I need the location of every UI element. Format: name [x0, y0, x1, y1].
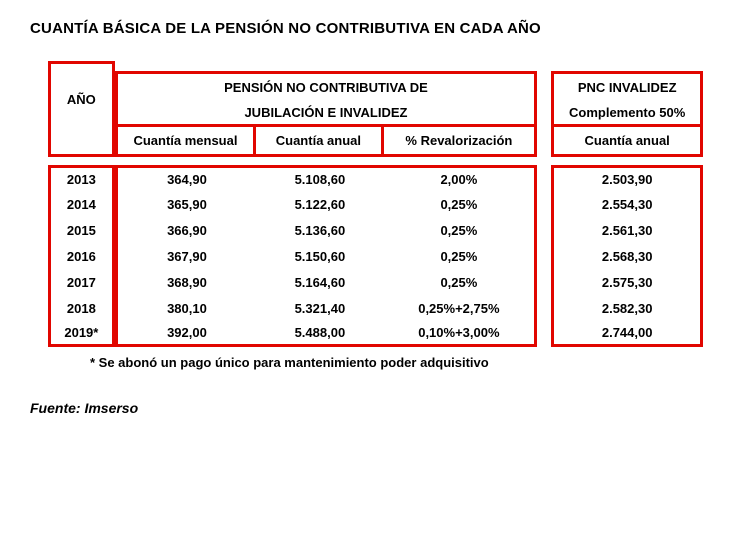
cell-year: 2015 [48, 217, 115, 243]
col-group-main-l1: PENSIÓN NO CONTRIBUTIVA DE [115, 71, 538, 101]
table-row: 2016367,905.150,600,25% 2.568,30 [48, 243, 703, 269]
cell-anual: 5.150,60 [256, 243, 383, 269]
cell-comp: 2.561,30 [551, 217, 703, 243]
cell-year: 2014 [48, 191, 115, 217]
page-title: CUANTÍA BÁSICA DE LA PENSIÓN NO CONTRIBU… [30, 20, 721, 37]
col-header-mensual: Cuantía mensual [115, 127, 257, 157]
cell-year: 2013 [48, 165, 115, 191]
cell-mensual: 366,90 [115, 217, 257, 243]
cell-mensual: 365,90 [115, 191, 257, 217]
cell-comp: 2.503,90 [551, 165, 703, 191]
cell-mensual: 368,90 [115, 269, 257, 295]
table-row: 2018380,105.321,400,25%+2,75% 2.582,30 [48, 295, 703, 321]
table-row: 2015366,905.136,600,25% 2.561,30 [48, 217, 703, 243]
cell-year: 2017 [48, 269, 115, 295]
cell-reval: 0,10%+3,00% [384, 321, 538, 347]
cell-anual: 5.122,60 [256, 191, 383, 217]
footnote: * Se abonó un pago único para mantenimie… [90, 355, 721, 370]
col-group-main-l2: JUBILACIÓN E INVALIDEZ [115, 101, 538, 127]
cell-year: 2019* [48, 321, 115, 347]
cell-anual: 5.488,00 [256, 321, 383, 347]
cell-reval: 0,25% [384, 269, 538, 295]
cell-comp: 2.568,30 [551, 243, 703, 269]
cell-anual: 5.136,60 [256, 217, 383, 243]
cell-anual: 5.108,60 [256, 165, 383, 191]
cell-comp: 2.554,30 [551, 191, 703, 217]
cell-reval: 2,00% [384, 165, 538, 191]
cell-reval: 0,25% [384, 191, 538, 217]
cell-reval: 0,25% [384, 217, 538, 243]
cell-anual: 5.321,40 [256, 295, 383, 321]
col-header-comp: Cuantía anual [551, 127, 703, 157]
col-header-reval: % Revalorización [384, 127, 538, 157]
cell-anual: 5.164,60 [256, 269, 383, 295]
source-label: Fuente: Imserso [30, 400, 721, 416]
cell-reval: 0,25% [384, 243, 538, 269]
cell-year: 2018 [48, 295, 115, 321]
cell-comp: 2.744,00 [551, 321, 703, 347]
pension-table: AÑO PENSIÓN NO CONTRIBUTIVA DE PNC INVAL… [48, 61, 703, 347]
table-row: 2017368,905.164,600,25% 2.575,30 [48, 269, 703, 295]
cell-reval: 0,25%+2,75% [384, 295, 538, 321]
cell-comp: 2.582,30 [551, 295, 703, 321]
col-header-anual: Cuantía anual [256, 127, 383, 157]
cell-mensual: 392,00 [115, 321, 257, 347]
table-row: 2019*392,005.488,000,10%+3,00% 2.744,00 [48, 321, 703, 347]
col-header-year: AÑO [48, 71, 115, 127]
cell-mensual: 367,90 [115, 243, 257, 269]
table-row: 2014365,905.122,600,25% 2.554,30 [48, 191, 703, 217]
pension-table-container: AÑO PENSIÓN NO CONTRIBUTIVA DE PNC INVAL… [30, 61, 721, 347]
col-group-right-l1: PNC INVALIDEZ [551, 71, 703, 101]
cell-comp: 2.575,30 [551, 269, 703, 295]
cell-mensual: 380,10 [115, 295, 257, 321]
cell-year: 2016 [48, 243, 115, 269]
cell-mensual: 364,90 [115, 165, 257, 191]
col-group-right-l2: Complemento 50% [551, 101, 703, 127]
table-row: 2013364,905.108,602,00% 2.503,90 [48, 165, 703, 191]
